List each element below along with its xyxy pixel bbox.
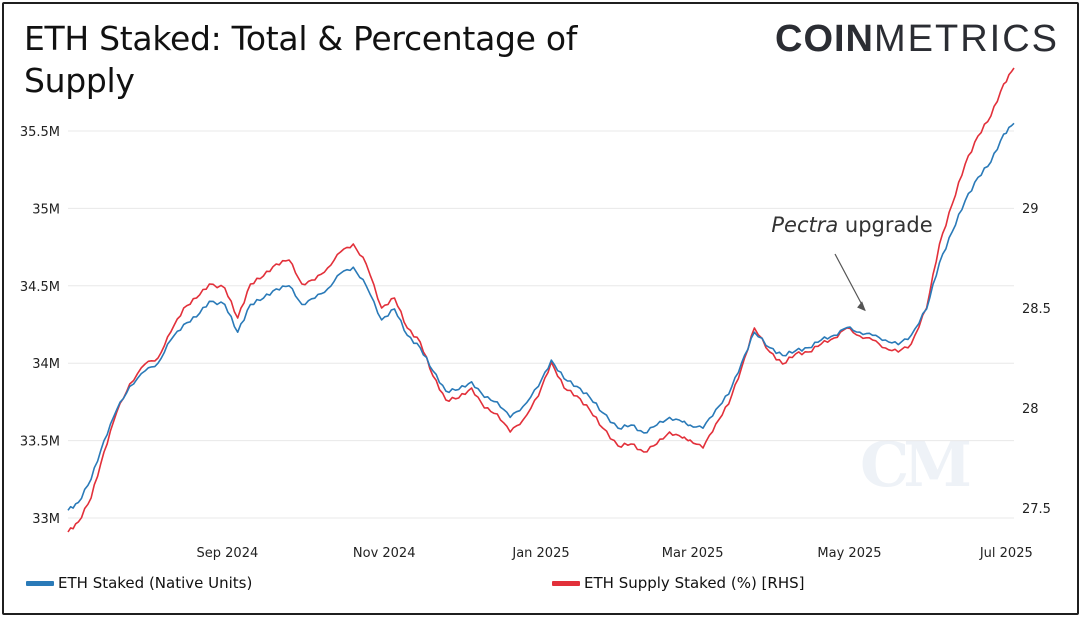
x-tick-label: Jul 2025 xyxy=(979,546,1033,561)
y-left-tick-label: 33.5M xyxy=(20,435,60,450)
y-left-tick-label: 35M xyxy=(32,202,60,217)
y-left-tick-label: 34M xyxy=(32,357,60,372)
y-right-tick-label: 29 xyxy=(1022,202,1039,217)
y-left-tick-label: 33M xyxy=(32,512,60,527)
coinmetrics-logo: COINMETRICS xyxy=(775,18,1059,61)
y-left-tick-label: 34.5M xyxy=(20,280,60,295)
y-right-tick-label: 28 xyxy=(1022,402,1039,417)
legend-item-eth-supply-staked[interactable]: ETH Supply Staked (%) [RHS] xyxy=(552,574,805,592)
annotation-label: Pectra upgrade xyxy=(771,213,932,237)
annotation-arrowhead xyxy=(857,301,866,312)
brand-bold-text: COIN xyxy=(775,18,874,60)
x-tick-label: Mar 2025 xyxy=(662,546,724,561)
y-right-tick-label: 28.5 xyxy=(1022,302,1051,317)
annotation-arrow xyxy=(834,253,866,311)
brand-light-text: METRICS xyxy=(874,18,1059,60)
chart-title: ETH Staked: Total & Percentage of Supply xyxy=(24,19,578,100)
x-tick-label: Jan 2025 xyxy=(511,546,569,561)
y-right-tick-label: 27.5 xyxy=(1022,502,1051,517)
x-tick-label: May 2025 xyxy=(817,546,881,561)
series-line-eth-staked xyxy=(67,122,1015,511)
chart-frame xyxy=(2,2,1079,615)
legend-label-eth-supply-staked: ETH Supply Staked (%) [RHS] xyxy=(584,574,805,592)
legend-swatch-blue xyxy=(26,581,54,586)
x-tick-label: Sep 2024 xyxy=(197,546,259,561)
legend-swatch-red xyxy=(552,581,580,586)
x-tick-label: Nov 2024 xyxy=(353,546,416,561)
legend-label-eth-staked: ETH Staked (Native Units) xyxy=(58,574,253,592)
legend-item-eth-staked[interactable]: ETH Staked (Native Units) xyxy=(26,574,252,592)
line-chart: 33M 33.5M 34M 34.5M 35M 35.5M 27.5 28 28.5 29 Sep … xyxy=(20,67,1051,561)
series-line-eth-supply-staked xyxy=(67,67,1015,533)
y-left-tick-label: 35.5M xyxy=(20,125,60,140)
